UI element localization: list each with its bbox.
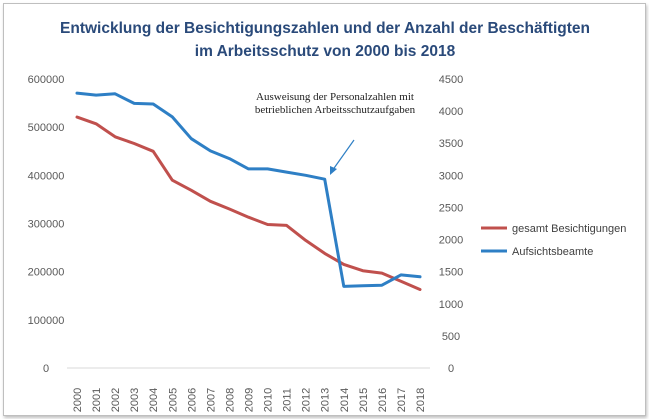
right-tick-label: 1000 bbox=[439, 299, 463, 311]
x-tick-label: 2003 bbox=[129, 388, 141, 412]
left-tick-label: 600000 bbox=[28, 74, 65, 86]
legend-label-aufsichtsbeamte: Aufsichtsbeamte bbox=[512, 246, 593, 258]
right-tick-label: 3000 bbox=[439, 170, 463, 182]
right-tick-label: 0 bbox=[448, 363, 454, 375]
chart-title-line-2: im Arbeitsschutz von 2000 bis 2018 bbox=[195, 43, 456, 60]
right-tick-label: 1500 bbox=[439, 267, 463, 279]
x-tick-label: 2010 bbox=[263, 388, 275, 412]
left-tick-label: 500000 bbox=[28, 122, 65, 134]
right-tick-label: 3500 bbox=[439, 138, 463, 150]
x-tick-label: 2007 bbox=[205, 388, 217, 412]
right-tick-label: 2500 bbox=[439, 202, 463, 214]
x-tick-label: 2014 bbox=[339, 388, 351, 412]
x-tick-label: 2000 bbox=[72, 388, 84, 412]
annotation: Ausweisung der Personalzahlen mit betrie… bbox=[255, 91, 416, 175]
annotation-arrowhead bbox=[330, 166, 337, 175]
series-lines bbox=[75, 91, 422, 291]
annotation-arrow bbox=[331, 139, 355, 172]
left-tick-label: 300000 bbox=[28, 219, 65, 231]
annotation-line-1: Ausweisung der Personalzahlen mit bbox=[256, 91, 414, 103]
x-tick-label: 2017 bbox=[396, 388, 408, 412]
right-tick-label: 4500 bbox=[439, 74, 463, 86]
right-axis: 0 500 1000 1500 2000 2500 3000 3500 4000 4500 bbox=[439, 74, 463, 375]
left-axis: 0 100000 200000 300000 400000 500000 600000 bbox=[28, 74, 65, 375]
left-tick-label: 200000 bbox=[28, 267, 65, 279]
x-tick-label: 2006 bbox=[186, 388, 198, 412]
left-tick-label: 0 bbox=[43, 363, 49, 375]
x-tick-label: 2008 bbox=[224, 388, 236, 412]
x-tick-label: 2015 bbox=[358, 388, 370, 412]
x-tick-label: 2012 bbox=[301, 388, 313, 412]
series-line-aufsichtsbeamte bbox=[75, 91, 422, 288]
legend-label-besichtigungen: gesamt Besichtigungen bbox=[512, 223, 626, 235]
left-tick-label: 100000 bbox=[28, 315, 65, 327]
chart-frame bbox=[3, 3, 646, 416]
x-axis: 2000 2001 2002 2003 2004 2005 2006 2007 2008 2009… bbox=[72, 388, 427, 412]
left-tick-label: 400000 bbox=[28, 170, 65, 182]
right-tick-label: 500 bbox=[442, 331, 460, 343]
series-line-besichtigungen bbox=[75, 115, 422, 291]
x-tick-label: 2009 bbox=[244, 388, 256, 412]
right-tick-label: 4000 bbox=[439, 106, 463, 118]
x-tick-label: 2016 bbox=[377, 388, 389, 412]
x-tick-label: 2001 bbox=[91, 388, 103, 412]
x-tick-label: 2004 bbox=[148, 388, 160, 412]
right-tick-label: 2000 bbox=[439, 235, 463, 247]
x-tick-label: 2002 bbox=[110, 388, 122, 412]
x-tick-label: 2013 bbox=[320, 388, 332, 412]
chart-title-line-1: Entwicklung der Besichtigungszahlen und … bbox=[60, 20, 590, 37]
x-tick-label: 2018 bbox=[415, 388, 427, 412]
annotation-line-2: betrieblichen Arbeitsschutzaufgaben bbox=[255, 104, 416, 116]
x-tick-label: 2011 bbox=[282, 388, 294, 412]
x-tick-label: 2005 bbox=[167, 388, 179, 412]
legend: gesamt Besichtigungen Aufsichtsbeamte bbox=[481, 223, 626, 258]
